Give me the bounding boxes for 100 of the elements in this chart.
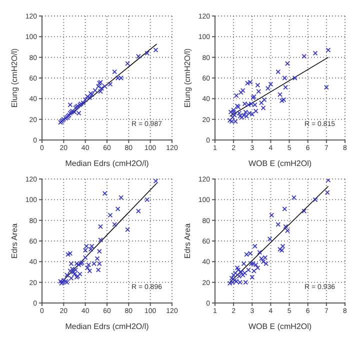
point xyxy=(125,227,130,232)
point xyxy=(229,276,234,281)
x-axis-title: WOB E (cmH2Ol) xyxy=(248,322,312,331)
point xyxy=(326,48,331,53)
point xyxy=(279,98,284,104)
point xyxy=(278,92,282,97)
point xyxy=(258,100,264,106)
point xyxy=(66,252,70,257)
point xyxy=(112,69,118,74)
x-axis-title: WOB E (cmH2Ol) xyxy=(248,159,312,168)
point xyxy=(144,197,150,202)
point xyxy=(262,97,267,102)
point xyxy=(153,48,158,53)
point xyxy=(276,69,281,74)
point xyxy=(279,248,284,253)
point xyxy=(96,248,102,254)
point xyxy=(250,274,255,280)
point xyxy=(125,61,130,66)
point xyxy=(231,108,236,112)
y-axis-title: Edrs Area xyxy=(182,222,192,259)
point xyxy=(245,80,250,86)
point xyxy=(70,266,75,272)
point xyxy=(258,256,264,262)
point xyxy=(269,212,274,218)
point xyxy=(96,267,101,272)
point xyxy=(248,80,253,85)
point xyxy=(312,197,318,202)
point xyxy=(267,236,272,242)
point xyxy=(68,102,73,108)
point xyxy=(282,206,288,212)
y-axis-title: Elung (cmH2O/l) xyxy=(10,48,19,108)
point xyxy=(98,224,103,229)
point xyxy=(234,265,240,270)
point xyxy=(102,191,108,196)
point xyxy=(234,93,239,98)
point xyxy=(324,84,329,90)
point xyxy=(153,179,158,184)
x-axis-title: Median Edrs (cmH2O/l) xyxy=(65,322,150,331)
point xyxy=(61,278,66,283)
point xyxy=(324,190,330,195)
point xyxy=(112,222,118,227)
point xyxy=(244,252,250,257)
point xyxy=(264,261,269,266)
point xyxy=(253,108,258,114)
point xyxy=(312,50,318,56)
point xyxy=(284,61,290,66)
x-axis-title: Median Edrs (cmH2O/l) xyxy=(65,159,150,168)
point xyxy=(76,110,82,116)
point xyxy=(268,82,274,87)
point xyxy=(118,195,124,200)
point xyxy=(64,272,70,278)
point xyxy=(283,84,288,90)
point xyxy=(284,228,290,234)
point xyxy=(108,212,113,218)
point xyxy=(229,118,234,124)
point xyxy=(252,244,258,249)
point xyxy=(260,106,266,110)
point xyxy=(115,76,120,80)
point xyxy=(118,76,124,80)
y-axis-title: Edrs Area xyxy=(10,222,19,259)
point xyxy=(255,265,260,270)
point xyxy=(302,208,307,214)
point xyxy=(82,255,88,260)
point xyxy=(255,82,260,88)
point xyxy=(70,270,76,274)
point xyxy=(242,270,248,276)
point xyxy=(227,280,232,286)
point xyxy=(98,238,103,242)
point xyxy=(291,195,296,200)
point xyxy=(236,267,241,272)
point xyxy=(240,88,246,93)
point xyxy=(282,76,288,80)
point xyxy=(248,250,253,256)
point xyxy=(85,265,90,270)
point xyxy=(241,261,246,266)
point xyxy=(265,86,270,91)
point xyxy=(228,110,234,115)
point xyxy=(280,244,286,249)
point xyxy=(256,88,262,94)
point xyxy=(262,255,268,260)
point xyxy=(99,86,104,91)
point xyxy=(283,224,288,229)
point xyxy=(94,256,100,262)
y-axis-title: Elung (cmH2O/l) xyxy=(182,48,192,108)
point xyxy=(238,90,244,95)
point xyxy=(68,250,73,256)
point xyxy=(260,259,266,264)
point xyxy=(278,246,282,252)
point xyxy=(276,222,281,227)
point xyxy=(257,250,262,255)
point xyxy=(240,272,246,278)
point xyxy=(250,261,256,266)
point xyxy=(281,97,286,102)
point xyxy=(115,206,120,212)
point xyxy=(136,208,141,214)
point xyxy=(144,50,150,56)
point xyxy=(136,54,141,59)
point xyxy=(87,268,92,274)
point xyxy=(302,54,307,59)
point xyxy=(292,76,298,80)
